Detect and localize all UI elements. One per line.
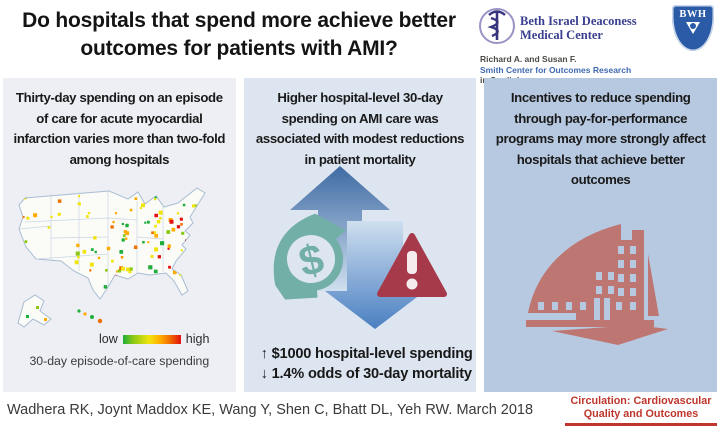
journal-underline bbox=[565, 422, 717, 426]
panel-3-heading: Incentives to reduce spending through pa… bbox=[495, 90, 706, 188]
finding-spending: ↑ $1000 hospital-level spending bbox=[260, 346, 473, 362]
panel-2-heading: Higher hospital-level 30-day spending on… bbox=[255, 90, 465, 167]
panel-spending-variation: Thirty-day spending on an episode of car… bbox=[3, 78, 236, 392]
bidmc-logo: Beth Israel Deaconess Medical Center Ric… bbox=[478, 5, 664, 86]
header: Do hospitals that spend more achieve bet… bbox=[0, 0, 720, 85]
us-map bbox=[17, 187, 206, 328]
key-findings: ↑ $1000 hospital-level spending ↓ 1.4% o… bbox=[261, 344, 473, 385]
dollar-icon: $ bbox=[273, 213, 346, 300]
bidmc-subtitle-1: Richard A. and Susan F. bbox=[480, 54, 577, 64]
logo-block: Beth Israel Deaconess Medical Center Ric… bbox=[478, 5, 716, 86]
journal-line-1: Circulation: Cardiovascular bbox=[570, 395, 712, 407]
map-caption: 30-day episode-of-care spending bbox=[29, 354, 210, 368]
map-legend: low high bbox=[99, 332, 209, 346]
page-title: Do hospitals that spend more achieve bet… bbox=[22, 9, 456, 60]
journal-badge: Circulation: Cardiovascular Quality and … bbox=[565, 395, 717, 426]
caduceus-icon bbox=[478, 5, 516, 52]
panel-1-heading: Thirty-day spending on an episode of car… bbox=[13, 90, 226, 167]
bwh-logo: BWH bbox=[672, 5, 714, 51]
citation: Wadhera RK, Joynt Maddox KE, Wang Y, She… bbox=[7, 402, 534, 418]
bwh-emblem-icon bbox=[686, 22, 700, 34]
state-lines bbox=[18, 191, 164, 286]
finding-mortality: ↓ 1.4% odds of 30-day mortality bbox=[260, 366, 472, 383]
alaska-outline bbox=[17, 294, 52, 328]
bidmc-subtitle-2: Smith Center for Outcomes Research bbox=[480, 64, 632, 75]
bidmc-name: Beth Israel Deaconess Medical Center bbox=[520, 14, 637, 42]
spending-mortality-graphic: $ bbox=[273, 166, 447, 329]
panel-incentives: Incentives to reduce spending through pa… bbox=[484, 78, 718, 392]
warning-icon bbox=[376, 233, 447, 297]
bwh-shield-icon: BWH bbox=[672, 5, 714, 51]
panel-spending-mortality: Higher hospital-level 30-day spending on… bbox=[243, 78, 477, 392]
hospital-icon bbox=[526, 224, 669, 345]
down-arrow-icon bbox=[324, 221, 425, 329]
panel-row: Thirty-day spending on an episode of car… bbox=[0, 78, 720, 392]
legend-low-label: low bbox=[99, 332, 118, 346]
journal-line-2: Quality and Outcomes bbox=[583, 407, 699, 420]
map-legend-gradient bbox=[122, 334, 181, 344]
legend-high-label: high bbox=[185, 332, 210, 346]
hawaii-islands bbox=[77, 309, 103, 324]
footer: Wadhera RK, Joynt Maddox KE, Wang Y, She… bbox=[0, 392, 720, 432]
us-outline bbox=[18, 187, 206, 300]
